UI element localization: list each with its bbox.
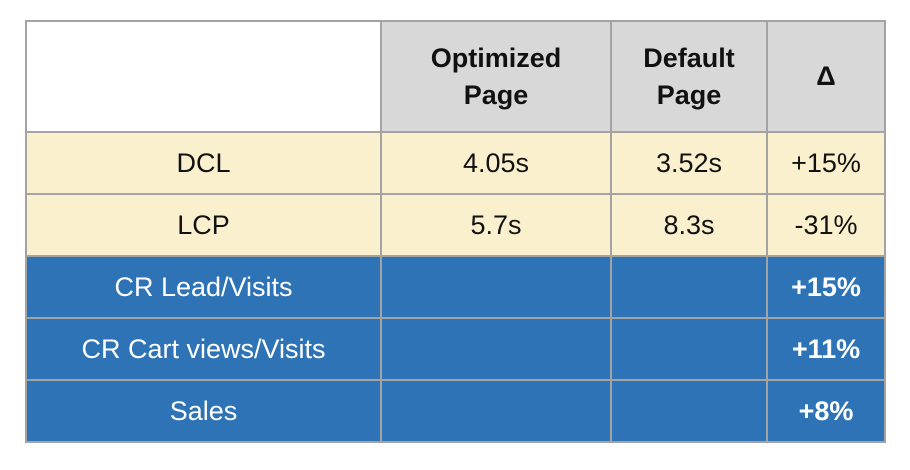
table-row-cr-lead-visits: CR Lead/Visits +15% xyxy=(25,255,886,319)
cell-optimized xyxy=(380,255,612,319)
cell-delta: +8% xyxy=(766,379,886,443)
cell-optimized xyxy=(380,379,612,443)
row-label: CR Lead/Visits xyxy=(25,255,382,319)
cell-optimized: 4.05s xyxy=(380,131,612,195)
cell-default: 3.52s xyxy=(610,131,768,195)
cell-default xyxy=(610,379,768,443)
header-optimized-page: Optimized Page xyxy=(380,20,612,133)
header-row: Optimized Page Default Page Δ xyxy=(25,20,886,133)
row-label: DCL xyxy=(25,131,382,195)
cell-default: 8.3s xyxy=(610,193,768,257)
cell-default xyxy=(610,255,768,319)
table-row-cr-cart-views-visits: CR Cart views/Visits +11% xyxy=(25,317,886,381)
performance-comparison-table: Optimized Page Default Page Δ DCL 4.05s … xyxy=(25,20,886,443)
header-delta: Δ xyxy=(766,20,886,133)
table-row-sales: Sales +8% xyxy=(25,379,886,443)
table-row-dcl: DCL 4.05s 3.52s +15% xyxy=(25,131,886,195)
header-default-page: Default Page xyxy=(610,20,768,133)
cell-optimized xyxy=(380,317,612,381)
cell-delta: -31% xyxy=(766,193,886,257)
cell-optimized: 5.7s xyxy=(380,193,612,257)
cell-delta: +11% xyxy=(766,317,886,381)
table-row-lcp: LCP 5.7s 8.3s -31% xyxy=(25,193,886,257)
row-label: CR Cart views/Visits xyxy=(25,317,382,381)
cell-delta: +15% xyxy=(766,131,886,195)
corner-cell xyxy=(25,20,382,133)
cell-default xyxy=(610,317,768,381)
row-label: LCP xyxy=(25,193,382,257)
row-label: Sales xyxy=(25,379,382,443)
cell-delta: +15% xyxy=(766,255,886,319)
